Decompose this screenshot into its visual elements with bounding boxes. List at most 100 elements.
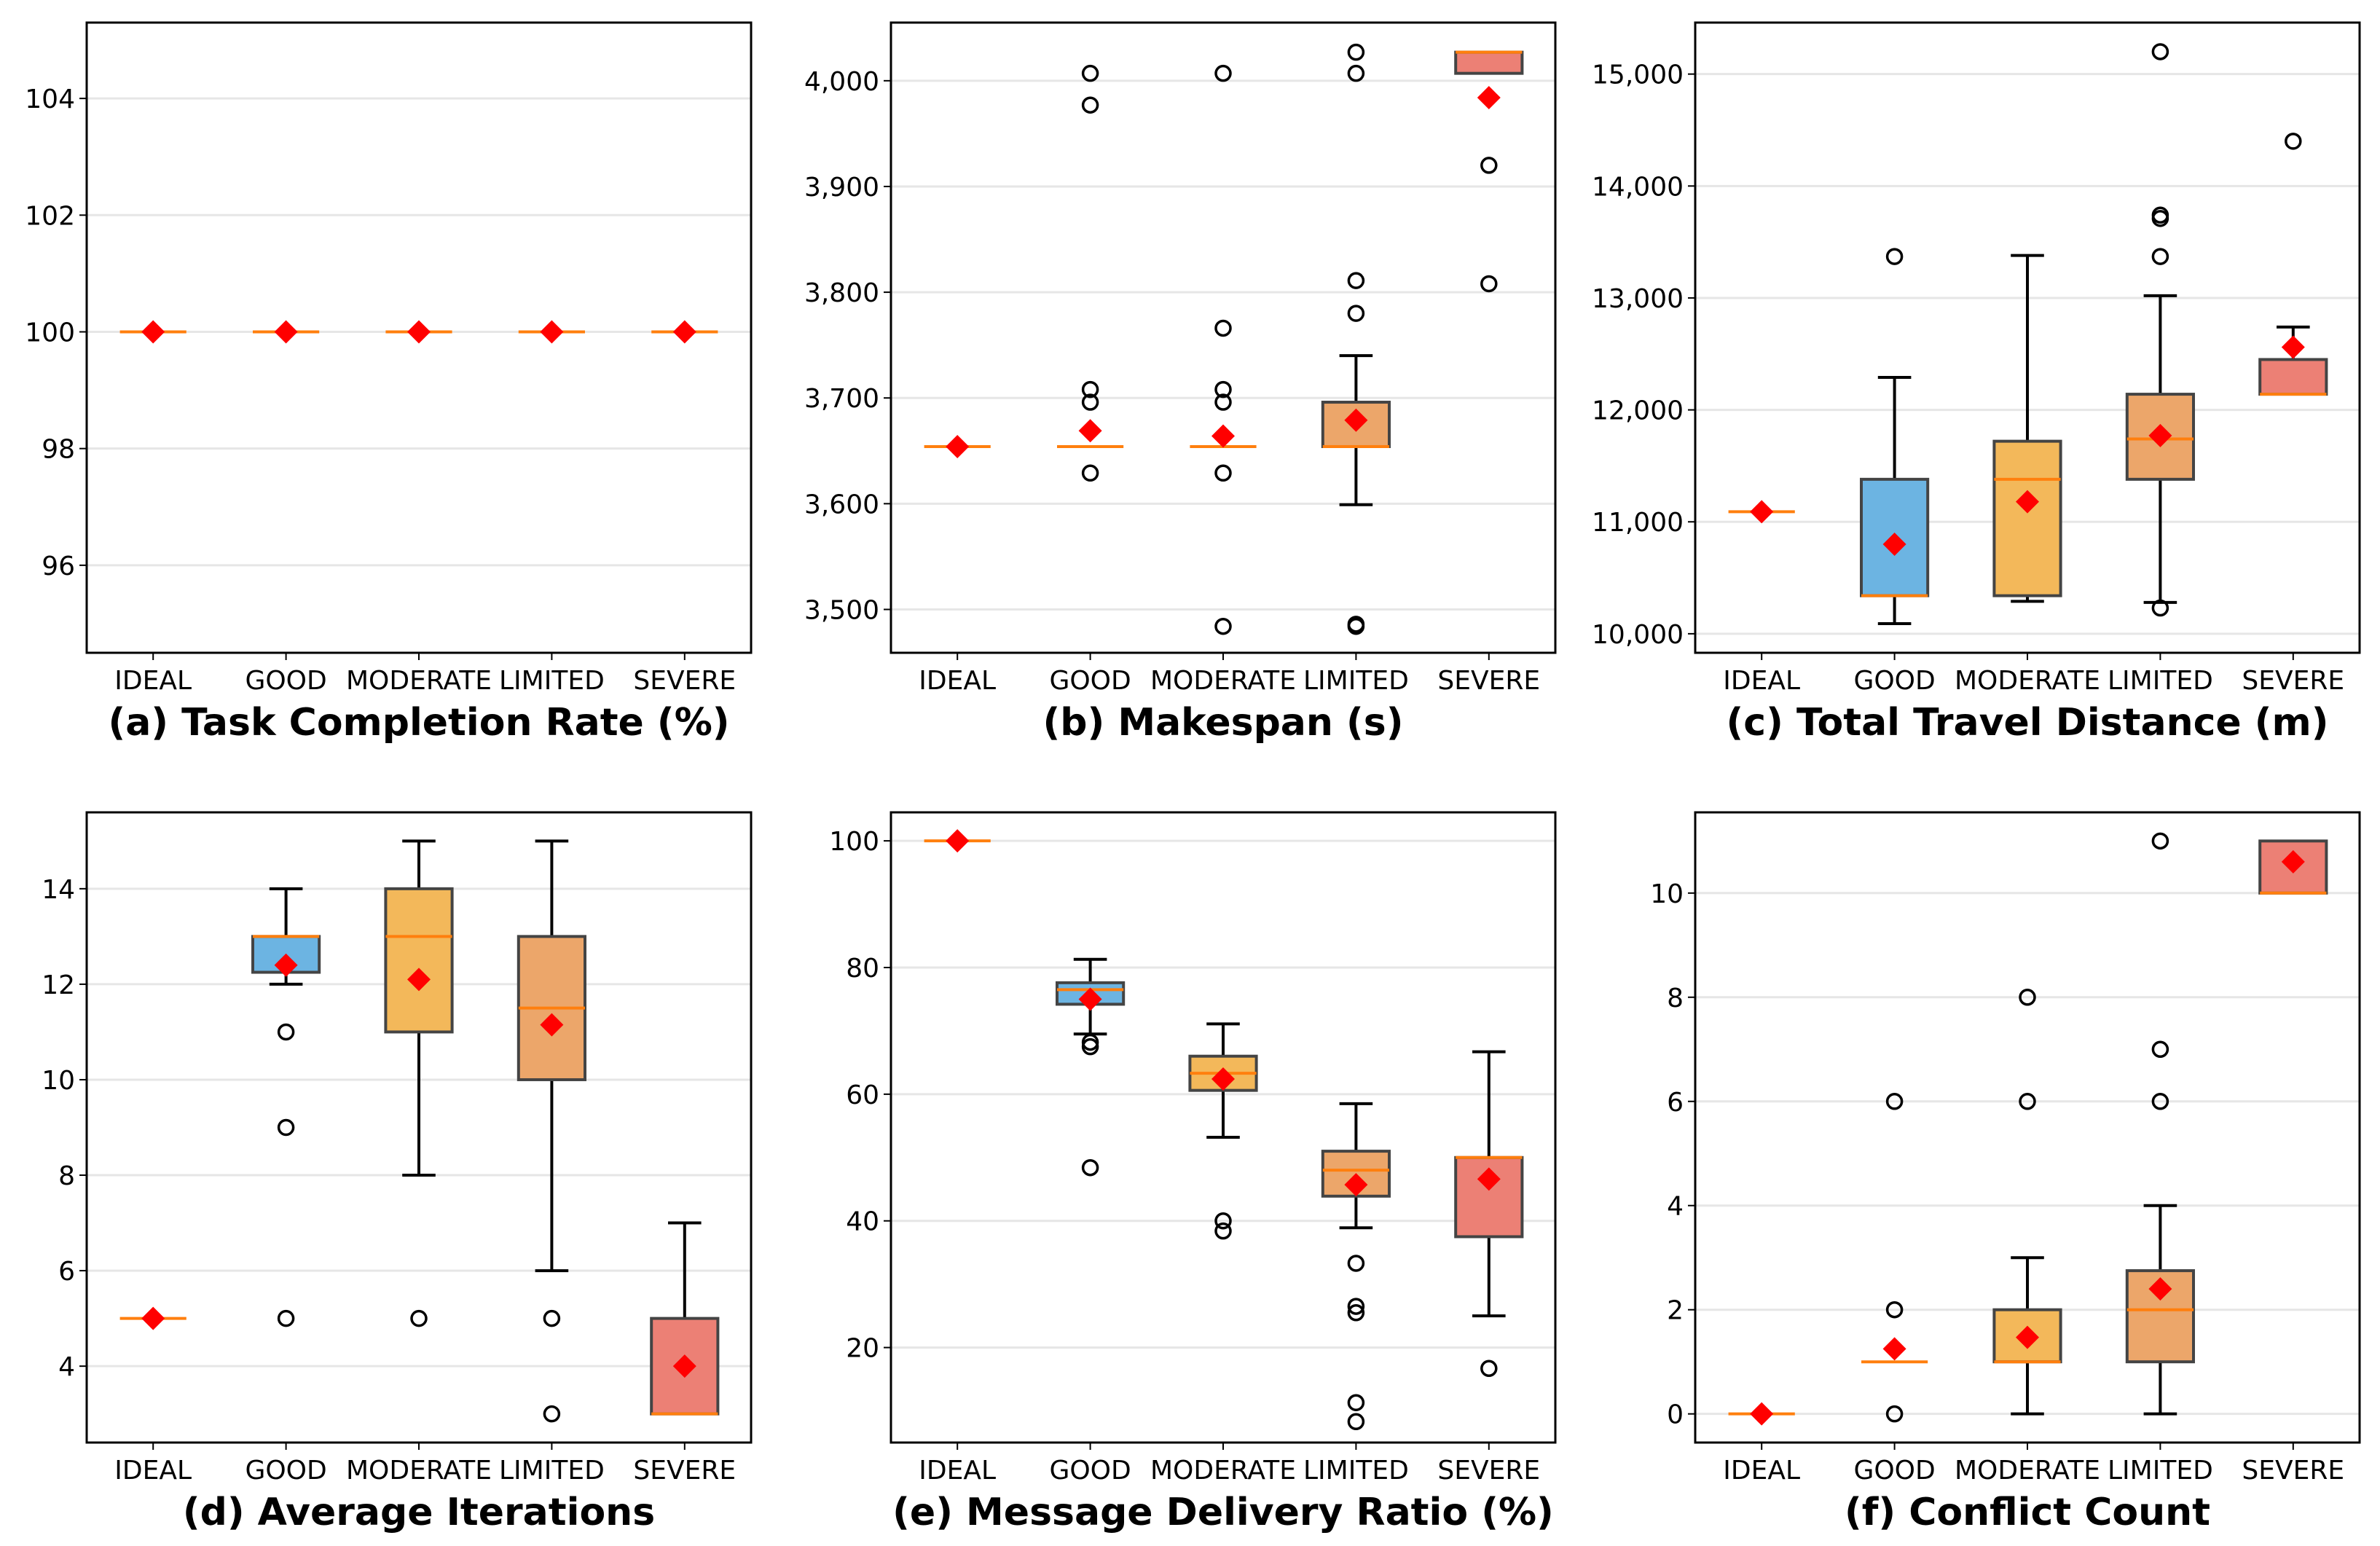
box-limited — [2125, 43, 2196, 617]
x-tick-label: GOOD — [245, 1456, 326, 1486]
box-iqr — [2258, 358, 2328, 396]
y-tick-label: 10 — [42, 1066, 75, 1096]
x-tick-label: IDEAL — [114, 666, 192, 696]
y-tick-label: 4,000 — [804, 67, 879, 97]
x-tick-label: GOOD — [1049, 1456, 1131, 1486]
x-tick-label: IDEAL — [114, 1456, 192, 1486]
x-tick-label: GOOD — [245, 666, 326, 696]
axes-frame — [85, 21, 753, 654]
x-tick-label: SEVERE — [2242, 1456, 2344, 1486]
y-tick-label: 3,900 — [804, 173, 879, 203]
box-severe — [2258, 839, 2328, 895]
y-tick-label: 102 — [25, 201, 75, 231]
x-tick-label: LIMITED — [499, 1456, 605, 1486]
outlier-point — [1214, 380, 1232, 399]
subplot-2: 10,000 11,000 12,000 13,000 14,000 15,000 IDEA… — [1592, 21, 2361, 745]
y-tick-label: 12,000 — [1592, 396, 1684, 426]
y-tick-label: 14,000 — [1592, 172, 1684, 202]
mean-marker — [1477, 1167, 1501, 1191]
x-tick-label: SEVERE — [1437, 666, 1540, 696]
outlier-point — [1214, 464, 1232, 482]
mean-marker — [1211, 1067, 1235, 1091]
outlier-point — [277, 1118, 295, 1137]
y-tick-label: 60 — [846, 1080, 879, 1110]
x-tick-label: MODERATE — [1150, 666, 1296, 696]
box-moderate — [1992, 989, 2062, 1416]
box-severe — [650, 1221, 720, 1416]
box-moderate — [385, 320, 452, 344]
outlier-point — [1214, 393, 1232, 411]
box-limited — [518, 320, 585, 344]
x-tick-label: LIMITED — [1303, 666, 1409, 696]
subplot-1: 3,500 3,600 3,700 3,800 3,900 4,000 IDEAL GOOD M… — [804, 21, 1557, 745]
subplot-3: 4 6 8 10 12 14 IDEAL GOOD MODERATE LIMITED SEVERE (… — [42, 811, 753, 1534]
y-tick-label: 8 — [58, 1161, 75, 1191]
mean-marker — [2281, 849, 2305, 874]
outlier-point — [1214, 319, 1232, 337]
outlier-point — [1885, 248, 1904, 265]
y-tick-label: 100 — [25, 318, 75, 348]
box-severe — [2258, 133, 2328, 396]
mean-marker — [1477, 86, 1501, 110]
box-good — [1860, 248, 1930, 626]
x-tick-label: GOOD — [1853, 666, 1935, 696]
x-tick-label: MODERATE — [346, 1456, 492, 1486]
box-good — [1057, 64, 1124, 482]
mean-marker — [672, 320, 696, 344]
outlier-point — [1347, 1394, 1365, 1411]
outlier-point — [1885, 1093, 1904, 1110]
y-tick-label: 10,000 — [1592, 620, 1684, 650]
mean-marker — [141, 1306, 165, 1330]
mean-marker — [1078, 987, 1102, 1011]
outlier-point — [543, 1405, 561, 1423]
mean-marker — [2016, 1325, 2039, 1349]
outlier-point — [2019, 1093, 2036, 1110]
mean-marker — [2148, 423, 2172, 447]
box-moderate — [1190, 64, 1257, 635]
mean-marker — [1750, 500, 1774, 524]
mean-marker — [540, 320, 564, 344]
outlier-point — [410, 1309, 428, 1327]
outlier-point — [1081, 464, 1099, 482]
box-ideal — [924, 829, 991, 853]
outlier-point — [1347, 64, 1365, 82]
x-tick-label: GOOD — [1853, 1456, 1935, 1486]
mean-marker — [2281, 335, 2305, 359]
mean-marker — [407, 320, 431, 344]
box-limited — [2125, 832, 2196, 1416]
box-ideal — [119, 320, 186, 344]
box-good — [1056, 957, 1126, 1177]
axes-frame — [85, 811, 753, 1444]
mean-marker — [540, 1013, 564, 1037]
axes-frame — [1694, 21, 2361, 654]
y-tick-label: 98 — [42, 435, 75, 465]
x-tick-label: MODERATE — [1955, 1456, 2100, 1486]
axes-frame — [1694, 811, 2361, 1444]
subplot-title: (d) Average Iterations — [183, 1491, 655, 1534]
subplot-title: (b) Makespan (s) — [1042, 701, 1403, 745]
outlier-point — [1081, 96, 1099, 114]
x-tick-label: SEVERE — [2242, 666, 2344, 696]
outlier-point — [1214, 617, 1232, 635]
outlier-point — [2285, 133, 2302, 150]
box-iqr — [1992, 439, 2062, 597]
mean-marker — [274, 320, 298, 344]
x-tick-label: SEVERE — [633, 1456, 736, 1486]
y-tick-label: 3,800 — [804, 278, 879, 308]
outlier-point — [1214, 64, 1232, 82]
x-tick-label: LIMITED — [2108, 1456, 2213, 1486]
y-tick-label: 20 — [846, 1334, 879, 1364]
x-tick-label: IDEAL — [1723, 1456, 1800, 1486]
subplot-title: (a) Task Completion Rate (%) — [108, 701, 729, 745]
y-tick-label: 4 — [58, 1352, 75, 1382]
box-severe — [1454, 1050, 1524, 1378]
y-tick-label: 104 — [25, 85, 75, 114]
outlier-point — [1480, 1359, 1498, 1378]
x-tick-label: LIMITED — [2108, 666, 2213, 696]
y-tick-label: 3,500 — [804, 595, 879, 625]
mean-marker — [946, 434, 970, 458]
outlier-point — [2151, 1093, 2169, 1110]
box-moderate — [1992, 254, 2062, 603]
y-tick-label: 96 — [42, 552, 75, 581]
outlier-point — [2151, 599, 2169, 617]
